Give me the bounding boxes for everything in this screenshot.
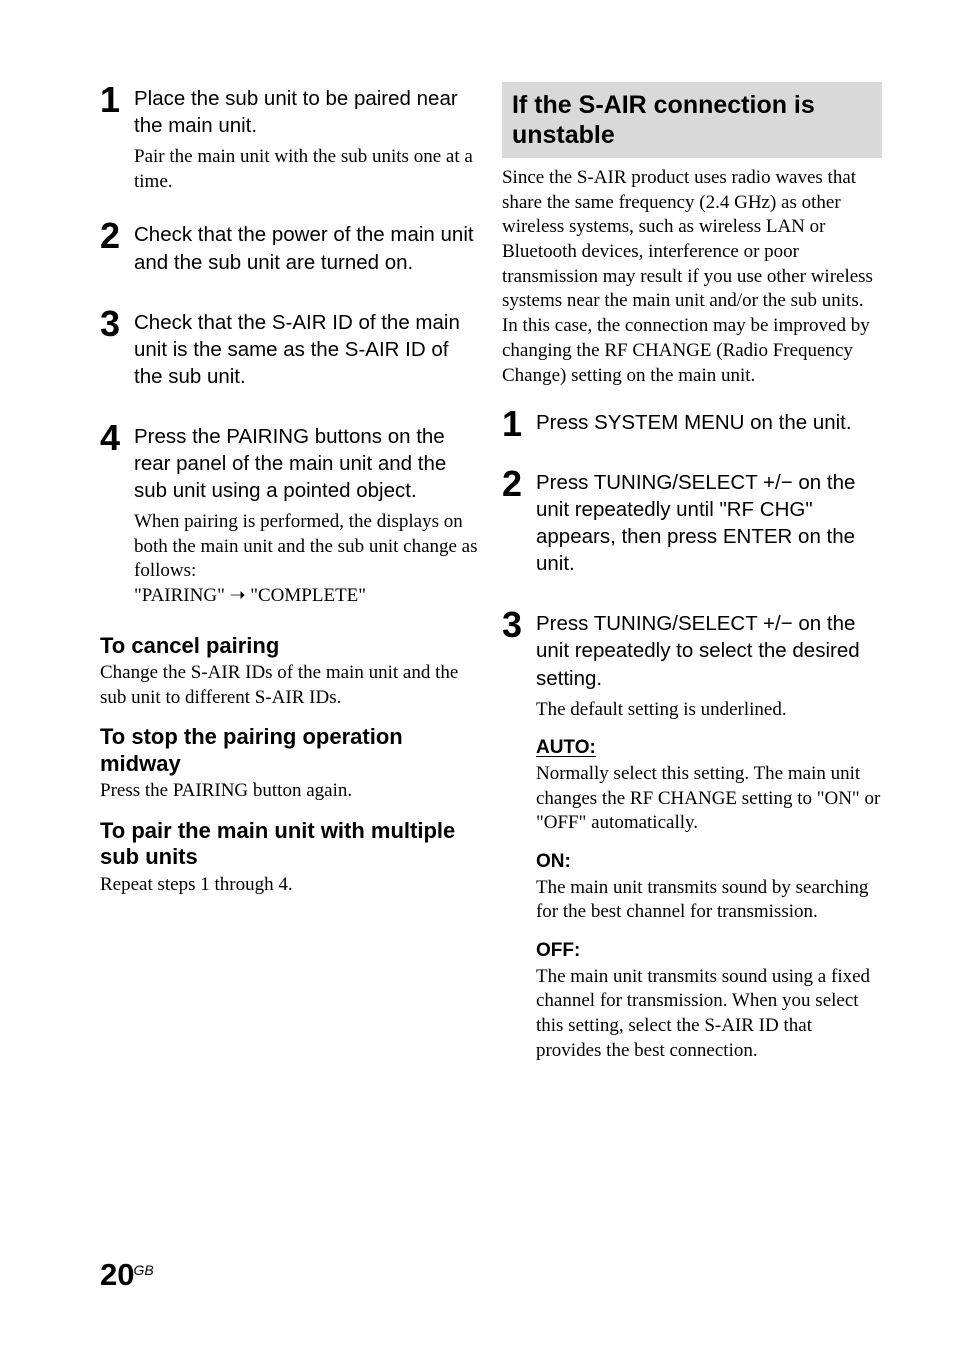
step-number: 3 bbox=[502, 607, 524, 643]
step-sub-text: Pair the main unit with the sub units on… bbox=[134, 145, 482, 194]
step-sub-post: "COMPLETE" bbox=[246, 585, 367, 606]
intro-paragraph: Since the S-AIR product uses radio waves… bbox=[502, 166, 882, 388]
step-number: 1 bbox=[502, 406, 524, 442]
step-sub-text: When pairing is performed, the displays … bbox=[134, 510, 482, 609]
step-main-text: Check that the S-AIR ID of the main unit… bbox=[134, 309, 482, 390]
step-body: Place the sub unit to be paired near the… bbox=[134, 82, 482, 194]
right-column: If the S-AIR connection is unstable Sinc… bbox=[502, 82, 882, 1078]
step-body: Press TUNING/SELECT +/− on the unit repe… bbox=[536, 466, 882, 583]
option-head-on: ON: bbox=[536, 850, 882, 875]
step: 4 Press the PAIRING buttons on the rear … bbox=[100, 420, 482, 609]
option-body: Normally select this setting. The main u… bbox=[536, 762, 882, 836]
heading-pair-multiple: To pair the main unit with multiple sub … bbox=[100, 818, 482, 871]
step-main-text: Place the sub unit to be paired near the… bbox=[134, 85, 482, 139]
step-body: Press TUNING/SELECT +/− on the unit repe… bbox=[536, 607, 882, 722]
page-number-suffix: GB bbox=[133, 1262, 153, 1278]
option-body: The main unit transmits sound using a fi… bbox=[536, 965, 882, 1064]
step: 2 Press TUNING/SELECT +/− on the unit re… bbox=[502, 466, 882, 583]
arrow-icon: ➝ bbox=[230, 585, 246, 606]
step-sub-text: The default setting is underlined. bbox=[536, 698, 882, 723]
step-main-text: Press TUNING/SELECT +/− on the unit repe… bbox=[536, 469, 882, 577]
step-body: Check that the S-AIR ID of the main unit… bbox=[134, 306, 482, 396]
paragraph: Press the PAIRING button again. bbox=[100, 779, 482, 804]
option-head-auto: AUTO: bbox=[536, 736, 882, 761]
step: 3 Check that the S-AIR ID of the main un… bbox=[100, 306, 482, 396]
paragraph: Change the S-AIR IDs of the main unit an… bbox=[100, 661, 482, 710]
section-header: If the S-AIR connection is unstable bbox=[502, 82, 882, 158]
step-number: 1 bbox=[100, 82, 122, 118]
page-content: 1 Place the sub unit to be paired near t… bbox=[0, 0, 954, 1118]
option-body: The main unit transmits sound by searchi… bbox=[536, 876, 882, 925]
step: 3 Press TUNING/SELECT +/− on the unit re… bbox=[502, 607, 882, 722]
left-column: 1 Place the sub unit to be paired near t… bbox=[100, 82, 482, 1078]
page-number-value: 20 bbox=[100, 1257, 134, 1292]
step: 1 Press SYSTEM MENU on the unit. bbox=[502, 406, 882, 442]
step-body: Press the PAIRING buttons on the rear pa… bbox=[134, 420, 482, 609]
step: 2 Check that the power of the main unit … bbox=[100, 218, 482, 281]
step-number: 2 bbox=[100, 218, 122, 254]
step-body: Check that the power of the main unit an… bbox=[134, 218, 482, 281]
step-main-text: Press TUNING/SELECT +/− on the unit repe… bbox=[536, 610, 882, 691]
heading-cancel-pairing: To cancel pairing bbox=[100, 633, 482, 659]
step-main-text: Press SYSTEM MENU on the unit. bbox=[536, 409, 882, 436]
heading-stop-pairing: To stop the pairing operation midway bbox=[100, 724, 482, 777]
step-main-text: Press the PAIRING buttons on the rear pa… bbox=[134, 423, 482, 504]
step-main-text: Check that the power of the main unit an… bbox=[134, 221, 482, 275]
step-number: 2 bbox=[502, 466, 524, 502]
option-head-off: OFF: bbox=[536, 939, 882, 964]
step-body: Press SYSTEM MENU on the unit. bbox=[536, 406, 882, 442]
page-number: 20GB bbox=[100, 1257, 155, 1293]
step-number: 3 bbox=[100, 306, 122, 342]
options-block: AUTO: Normally select this setting. The … bbox=[502, 736, 882, 1063]
paragraph: Repeat steps 1 through 4. bbox=[100, 873, 482, 898]
step: 1 Place the sub unit to be paired near t… bbox=[100, 82, 482, 194]
step-number: 4 bbox=[100, 420, 122, 456]
